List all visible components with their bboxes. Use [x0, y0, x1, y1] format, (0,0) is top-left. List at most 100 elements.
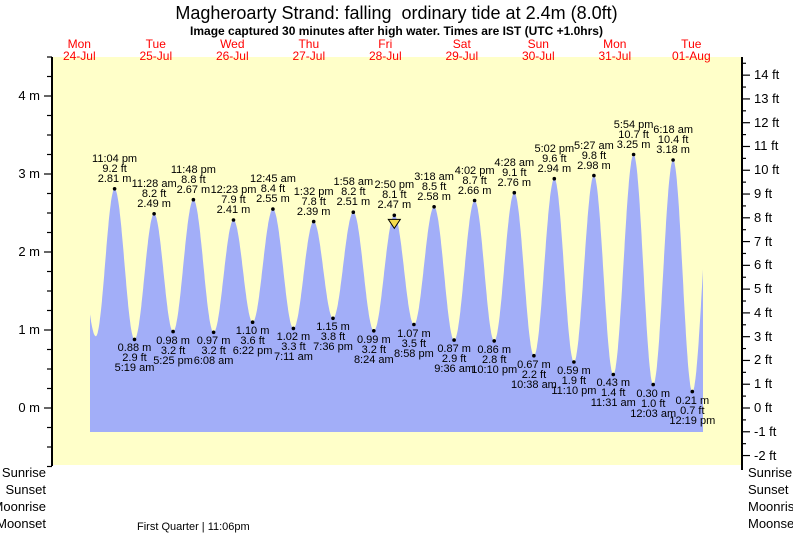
low-tide-dot: [132, 337, 137, 342]
tide-annotation-line: 0.86 m: [477, 343, 512, 356]
day-label: Fri 28-Jul: [369, 38, 402, 62]
tide-annotation-line: 3.8 ft: [320, 331, 346, 344]
tide-annotation-line: 8:58 pm: [394, 347, 434, 360]
day-label-line: Tue: [145, 37, 166, 51]
tide-annotation-line: 3:18 am: [414, 170, 454, 183]
tide-annotation-line: 8.2 ft: [141, 187, 167, 200]
y-axis-label-ft: 2 ft: [754, 352, 773, 368]
tide-annotation-line: 3.25 m: [616, 138, 651, 151]
tide-annotation-line: 8.5 ft: [421, 180, 447, 193]
day-label: Sun 30-Jul: [522, 38, 555, 62]
day-label-line: 25-Jul: [139, 49, 173, 63]
low-tide-dot: [572, 360, 576, 364]
day-label-line: 26-Jul: [215, 49, 249, 63]
day-label: Mon 31-Jul: [598, 38, 631, 62]
y-axis-label-ft: -1 ft: [754, 423, 777, 439]
tide-annotation-line: 2:50 pm: [374, 179, 415, 192]
tide-annotation-line: 8.1 ft: [382, 189, 407, 202]
low-tide-annotation: 0.30 m 1.0 ft 12:03 am: [630, 388, 676, 419]
day-label-line: Mon: [67, 37, 91, 51]
tide-annotation-line: 1.07 m: [397, 327, 431, 340]
y-axis-label-ft: 13 ft: [754, 90, 780, 106]
tide-annotation-line: 1.02 m: [276, 331, 311, 344]
day-label-line: 27-Jul: [292, 49, 326, 63]
tide-annotation-line: 2.94 m: [537, 162, 572, 175]
tide-annotation-line: 8.7 ft: [462, 174, 487, 187]
tide-annotation-line: 3.3 ft: [281, 341, 306, 354]
high-tide-annotation: 3:18 am 8.5 ft 2.58 m: [414, 170, 454, 203]
tide-annotation-line: 1.0 ft: [640, 397, 666, 410]
y-axis-label-m: 1 m: [18, 322, 40, 337]
low-tide-annotation: 0.99 m 3.2 ft 8:24 am: [354, 333, 394, 365]
current-time-marker: [387, 218, 402, 230]
tide-annotation-line: 7.9 ft: [221, 194, 246, 207]
tide-annotation-line: 2.55 m: [256, 193, 290, 206]
day-label-line: 29-Jul: [445, 49, 479, 63]
tide-annotation-line: 0.99 m: [356, 333, 391, 346]
tide-annotation-line: 5:19 am: [114, 362, 155, 375]
tide-annotation-line: 3.2 ft: [160, 344, 186, 357]
high-tide-annotation: 6:18 am 10.4 ft 3.18 m: [653, 123, 693, 155]
tide-annotation-line: 2.58 m: [417, 190, 451, 203]
tide-annotation-line: 8.2 ft: [341, 186, 366, 199]
sunmoon-label-right-moonset: Moonset: [748, 516, 793, 531]
sunmoon-label-left-sunrise: Sunrise: [1, 465, 46, 480]
tide-annotation-line: 3.6 ft: [240, 335, 265, 348]
tide-annotation-line: 10.7 ft: [618, 128, 649, 141]
high-tide-annotation: 5:27 am 9.8 ft 2.98 m: [574, 140, 614, 171]
tide-annotation-line: 2.51 m: [336, 196, 371, 209]
y-axis-label-ft: 9 ft: [754, 186, 773, 202]
high-tide-dot: [271, 207, 275, 211]
tide-annotation-line: 7.8 ft: [301, 195, 326, 208]
tide-annotation-line: 1.15 m: [316, 321, 350, 334]
tide-annotation-line: 6:18 am: [653, 123, 693, 136]
low-tide-annotation: 0.86 m 2.8 ft 10:10 pm: [471, 343, 517, 375]
sunmoon-label-left-moonrise: Moonrise: [0, 499, 46, 514]
y-axis-label-ft: 4 ft: [754, 304, 773, 320]
tide-annotation-line: 11:10 pm: [551, 384, 597, 397]
high-tide-dot: [191, 197, 196, 202]
tide-annotation-line: 1.4 ft: [601, 387, 626, 400]
low-tide-dot: [690, 389, 695, 394]
tide-annotation-line: 5:54 pm: [613, 118, 654, 131]
high-tide-dot: [512, 190, 517, 195]
low-tide-dot: [211, 330, 216, 335]
low-tide-dot: [331, 316, 335, 321]
high-tide-dot: [351, 210, 356, 214]
y-axis-label-ft: 12 ft: [754, 114, 780, 130]
day-label-line: Sun: [527, 37, 549, 51]
tide-annotation-line: 2.9 ft: [441, 353, 467, 366]
tide-annotation-line: 8.8 ft: [181, 173, 206, 186]
moon-phase-caption: First Quarter | 11:06pm: [137, 521, 250, 533]
sunmoon-label-right-moonrise: Moonrise: [748, 499, 793, 514]
day-label: Mon 24-Jul: [63, 38, 96, 62]
day-label-line: 30-Jul: [521, 49, 555, 63]
tide-annotation-line: 2.81 m: [97, 172, 132, 185]
y-axis-label-m: 2 m: [18, 244, 40, 259]
high-tide-annotation: 11:04 pm 9.2 ft 2.81 m: [92, 153, 137, 185]
high-tide-dot: [552, 176, 557, 181]
y-axis-label-ft: 14 ft: [754, 67, 780, 83]
day-label: Tue 25-Jul: [139, 38, 172, 62]
tide-annotation-line: 0.59 m: [557, 364, 591, 377]
high-tide-annotation: 11:28 am 8.2 ft 2.49 m: [132, 178, 177, 209]
tide-annotation-line: 3.2 ft: [361, 343, 387, 356]
low-tide-dot: [611, 372, 616, 377]
low-tide-annotation: 1.15 m 3.8 ft 7:36 pm: [313, 321, 353, 353]
y-axis-label-m: 4 m: [18, 88, 40, 103]
low-tide-annotation: 0.97 m 3.2 ft 6:08 am: [194, 336, 234, 367]
low-tide-annotation: 0.21 m 0.7 ft 12:19 pm: [669, 395, 716, 427]
high-tide-dot: [472, 198, 477, 203]
low-tide-annotation: 0.87 m 2.9 ft 9:36 am: [434, 344, 474, 375]
tide-annotation-line: 12:23 pm: [210, 184, 257, 197]
tide-annotation-line: 10:38 am: [510, 378, 557, 391]
tide-annotation-line: 12:19 pm: [669, 414, 716, 427]
day-label: Wed 26-Jul: [216, 38, 249, 62]
low-tide-annotation: 0.67 m 2.2 ft 10:38 am: [510, 359, 557, 391]
high-tide-dot: [152, 212, 156, 216]
tide-annotation-line: 3.2 ft: [201, 345, 226, 358]
day-label-line: 01-Aug: [671, 49, 711, 63]
tide-annotation-line: 5:02 pm: [534, 142, 575, 155]
sunmoon-label-right-sunrise: Sunrise: [748, 465, 793, 480]
